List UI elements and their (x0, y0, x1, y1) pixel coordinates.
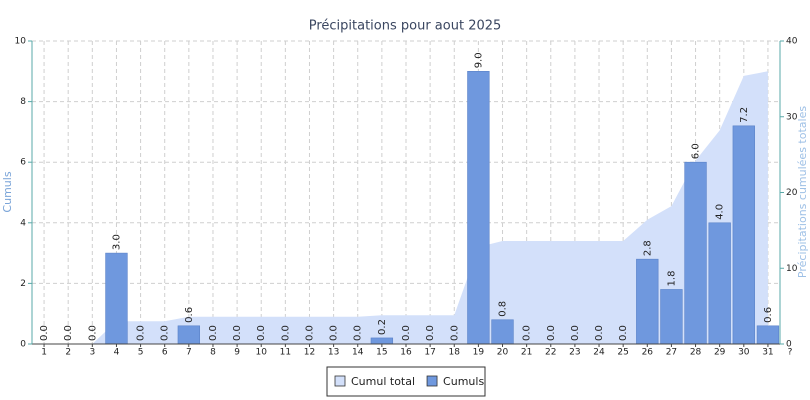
legend-label: Cumul total (351, 375, 415, 388)
bar (660, 289, 683, 345)
bar (177, 325, 200, 345)
legend-box (326, 366, 486, 397)
bar (491, 319, 514, 345)
bar (756, 325, 780, 345)
value-label: 4.0 (715, 204, 726, 220)
bar (708, 222, 731, 345)
y-axis-label: Cumuls (1, 171, 14, 212)
value-label: 0.0 (87, 325, 98, 341)
bar (105, 252, 128, 345)
y-tick-label: 8 (20, 97, 26, 107)
x-tick-label: 27 (666, 348, 677, 358)
legend-swatch (426, 375, 438, 387)
x-tick-label: 13 (328, 348, 339, 358)
x-tick-label: 29 (714, 348, 726, 358)
area (44, 71, 768, 345)
value-label: 0.0 (594, 325, 605, 341)
x-tick-label: 21 (521, 348, 532, 358)
y2-tick-label: 0 (786, 340, 792, 350)
value-label: 0.0 (522, 325, 533, 341)
value-label: 0.0 (63, 325, 74, 341)
x-tick-label: 22 (545, 348, 556, 358)
x-tick-label: 3 (89, 348, 95, 358)
x-tick-label: 11 (280, 348, 291, 358)
x-tick-label: 19 (473, 348, 485, 358)
legend-label: Cumuls (443, 375, 484, 388)
x-tick-label: 9 (234, 348, 240, 358)
value-label: 0.8 (498, 301, 509, 317)
y2-tick-label: 40 (786, 37, 798, 47)
value-label: 0.0 (401, 325, 412, 341)
legend-swatch (334, 375, 346, 387)
value-label: 0.0 (160, 325, 171, 341)
x-tick-label: 2 (65, 348, 71, 358)
y-tick-label: 6 (20, 158, 26, 168)
value-label: 0.6 (763, 307, 774, 323)
value-label: 0.0 (425, 325, 436, 341)
value-label: 0.0 (208, 325, 219, 341)
x-tick-label: 6 (162, 348, 168, 358)
value-label: 0.0 (304, 325, 315, 341)
x-tick-label: 8 (210, 348, 216, 358)
x-end-label: ? (788, 348, 793, 358)
y-tick-label: 0 (20, 340, 26, 350)
x-tick-label: 14 (352, 348, 364, 358)
x-tick-label: 30 (738, 348, 750, 358)
x-tick-label: 20 (497, 348, 509, 358)
chart-title: Précipitations pour aout 2025 (309, 19, 502, 34)
y-tick-label: 2 (20, 279, 26, 289)
x-tick-label: 1 (41, 348, 47, 358)
x-tick-label: 24 (593, 348, 605, 358)
y2-axis-label: Précipitations cumulées totales (796, 106, 809, 278)
value-label: 6.0 (691, 143, 702, 159)
x-tick-label: 18 (449, 348, 461, 358)
bar (684, 161, 707, 345)
y2-tick-label: 30 (786, 112, 798, 122)
x-tick-label: 4 (114, 348, 120, 358)
x-tick-label: 17 (424, 348, 435, 358)
y-tick-label: 4 (20, 218, 26, 228)
value-label: 1.8 (666, 271, 677, 287)
value-label: 0.0 (280, 325, 291, 341)
x-tick-label: 10 (255, 348, 267, 358)
value-label: 0.2 (377, 319, 388, 335)
x-tick-label: 23 (569, 348, 580, 358)
value-label: 9.0 (473, 52, 484, 68)
value-label: 0.0 (136, 325, 147, 341)
y-tick-label: 10 (15, 37, 27, 47)
x-tick-label: 31 (762, 348, 773, 358)
value-label: 0.0 (570, 325, 581, 341)
y2-tick-label: 20 (786, 188, 798, 198)
value-label: 0.0 (329, 325, 340, 341)
value-label: 0.0 (449, 325, 460, 341)
value-label: 7.2 (739, 107, 750, 123)
value-label: 0.0 (353, 325, 364, 341)
x-tick-label: 25 (617, 348, 628, 358)
value-label: 0.0 (546, 325, 557, 341)
value-label: 0.0 (256, 325, 267, 341)
value-label: 3.0 (111, 234, 122, 250)
value-label: 0.0 (618, 325, 629, 341)
value-label: 0.0 (232, 325, 243, 341)
value-label: 0.6 (184, 307, 195, 323)
value-label: 0.0 (39, 325, 50, 341)
bar (467, 71, 490, 345)
x-tick-label: 12 (304, 348, 315, 358)
x-tick-label: 28 (690, 348, 702, 358)
value-label: 2.8 (642, 240, 653, 256)
x-tick-label: 26 (642, 348, 654, 358)
bar (732, 125, 755, 345)
x-tick-label: 7 (186, 348, 192, 358)
bar (370, 337, 394, 345)
y2-tick-label: 10 (786, 264, 798, 274)
bar (636, 258, 659, 345)
legend: Cumul total Cumuls (326, 366, 486, 397)
x-tick-label: 5 (138, 348, 144, 358)
x-tick-label: 15 (376, 348, 387, 358)
x-tick-label: 16 (400, 348, 412, 358)
